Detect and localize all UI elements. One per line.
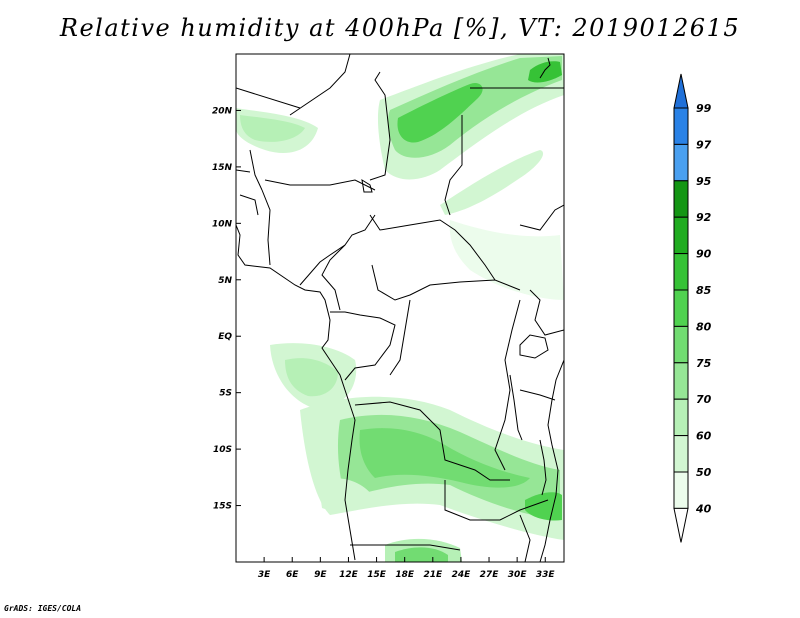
border-libya-egypt — [444, 115, 463, 216]
colorbar-label: 70 — [696, 393, 712, 406]
humidity-band-north-core — [397, 82, 483, 143]
colorbar-segment — [673, 180, 689, 218]
border-tanzania — [519, 389, 556, 401]
humidity-band-north-tip — [528, 61, 562, 83]
lon-tick-label: 33E — [536, 570, 556, 580]
coastline-east — [539, 359, 564, 562]
colorbar-segment — [673, 325, 689, 364]
colorbar-label: 75 — [696, 357, 712, 370]
colorbar-label: 40 — [695, 502, 712, 515]
humidity-patch-west-core — [240, 115, 305, 142]
colorbar-segment — [673, 435, 689, 473]
lon-tick-label: 30E — [508, 570, 528, 580]
humidity-streak-east — [440, 150, 544, 215]
lat-tick-label: 15N — [212, 163, 233, 173]
lon-tick-label: 12E — [339, 570, 359, 580]
colorbar-segment — [673, 289, 689, 327]
border-car-north — [369, 214, 496, 281]
lon-tick-label: 21E — [423, 570, 443, 580]
lake-victoria — [519, 334, 549, 359]
colorbar-label: 90 — [696, 248, 712, 261]
colorbar: 99 97 95 92 90 85 80 75 70 60 50 40 — [673, 73, 712, 543]
border-cameroon — [321, 244, 346, 311]
lat-tick-label: 5N — [218, 276, 232, 286]
humidity-shading — [236, 54, 564, 562]
colorbar-segment — [673, 253, 689, 291]
lat-tick-label: 10N — [212, 219, 233, 229]
colorbar-label: 80 — [696, 320, 712, 333]
colorbar-segment — [673, 398, 689, 437]
border-mozambique — [519, 514, 531, 562]
lake-chad — [361, 178, 373, 193]
colorbar-segment — [673, 216, 689, 255]
country-borders — [236, 54, 564, 562]
lake-tanganyika — [509, 374, 523, 441]
lon-tick-label: 3E — [258, 570, 271, 580]
lon-tick-label: 27E — [480, 570, 500, 580]
lon-tick-label: 9E — [314, 570, 327, 580]
humidity-central-east — [449, 220, 564, 300]
grads-credit: GrADS: IGES/COLA — [4, 604, 82, 613]
lon-tick-label: 18E — [395, 570, 415, 580]
lat-tick-label: EQ — [218, 332, 232, 342]
lon-tick-label: 6E — [286, 570, 299, 580]
colorbar-segment — [673, 471, 689, 509]
lat-tick-label: 20N — [212, 106, 233, 116]
border-congo — [330, 311, 396, 381]
colorbar-label: 97 — [696, 138, 712, 151]
border-drc-east — [494, 299, 521, 471]
colorbar-bottom-arrow — [673, 507, 689, 543]
colorbar-segment — [673, 107, 689, 145]
colorbar-segment — [673, 143, 689, 182]
coastline-west — [236, 224, 356, 561]
humidity-band-south-dark — [525, 492, 562, 521]
humidity-patch-south-core — [395, 547, 448, 562]
map-title: Relative humidity at 400hPa [%], VT: 201… — [59, 14, 741, 42]
border-angola-namibia — [350, 544, 461, 551]
border-nigeria — [261, 189, 376, 286]
border-algeria-niger — [289, 54, 351, 116]
border-drc-angola — [354, 401, 510, 481]
lon-tick-label: 24E — [452, 570, 472, 580]
lon-tick-label: 15E — [367, 570, 387, 580]
red-sea-coast — [539, 57, 551, 79]
lat-tick-label: 10S — [213, 445, 232, 455]
border-libya-chad — [369, 71, 391, 181]
lake-malawi — [539, 439, 547, 496]
colorbar-label: 50 — [696, 466, 712, 479]
border-zambia-south — [444, 480, 549, 521]
humidity-patch-southwest — [318, 478, 372, 512]
colorbar-segment — [673, 362, 689, 400]
lat-tick-label: 5S — [219, 389, 232, 399]
border-algeria-mali — [236, 87, 301, 109]
colorbar-label: 99 — [696, 102, 712, 115]
map-frame — [235, 53, 565, 563]
colorbar-top-arrow — [673, 73, 689, 109]
colorbar-label: 95 — [696, 175, 712, 188]
colorbar-label: 85 — [696, 284, 712, 297]
colorbar-label: 92 — [696, 211, 712, 224]
border-car-south — [371, 264, 521, 301]
border-uganda-kenya — [529, 289, 564, 336]
latitude-axis: 20N 15N 10N 5N EQ 5S 10S 15S — [212, 106, 241, 512]
colorbar-label: 60 — [696, 430, 712, 443]
longitude-axis: 3E 6E 9E 12E 15E 18E 21E 24E 27E 30E 33E — [258, 557, 556, 580]
lat-tick-label: 15S — [213, 502, 232, 512]
border-drc-west — [389, 299, 411, 376]
border-niger-south — [264, 179, 376, 191]
border-sudan-east — [519, 204, 564, 231]
humidity-central-west-core — [285, 358, 338, 397]
border-west-africa — [236, 149, 263, 216]
